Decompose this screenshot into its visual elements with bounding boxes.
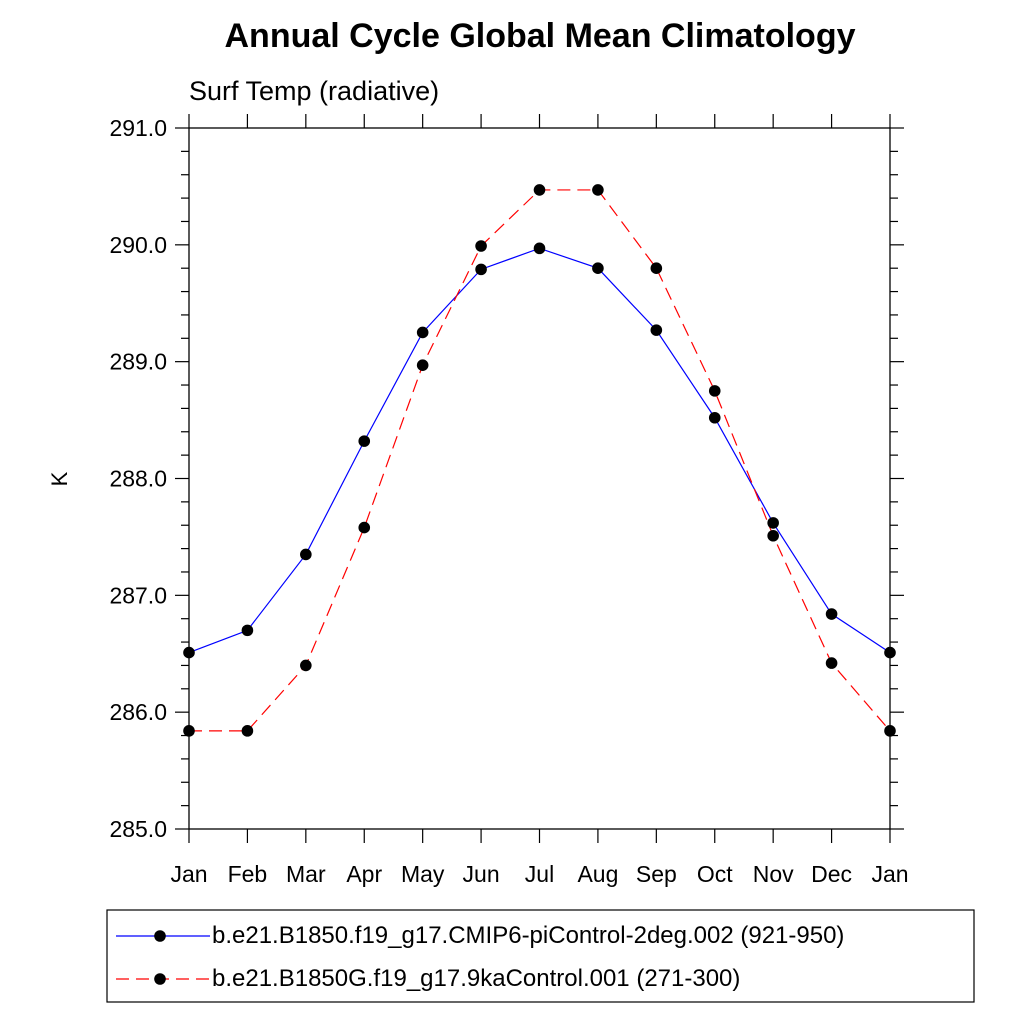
x-tick-label: May — [401, 861, 445, 887]
legend-marker-series-2 — [154, 973, 166, 985]
y-tick-label: 288.0 — [109, 466, 167, 492]
series-1-point — [241, 624, 254, 637]
series-1-point — [825, 608, 838, 620]
series-lines — [188, 189, 891, 732]
series-2-point — [592, 184, 604, 196]
axis-ticks — [175, 114, 904, 843]
y-tick-label: 286.0 — [109, 699, 167, 725]
legend: b.e21.B1850.f19_g17.CMIP6-piControl-2deg… — [106, 909, 975, 1003]
y-tick-label: 290.0 — [109, 232, 167, 258]
series-1-point — [708, 411, 721, 424]
x-tick-label: Jan — [871, 861, 908, 887]
series-1-point — [416, 326, 429, 339]
x-tick-label: Apr — [346, 861, 382, 887]
y-tick-label: 287.0 — [109, 582, 167, 608]
series-2-point — [416, 359, 429, 371]
x-tick-label: Oct — [697, 861, 733, 887]
legend-label-series-2: b.e21.B1850G.f19_g17.9kaControl.001 (271… — [212, 965, 740, 992]
y-axis-label: K — [47, 471, 72, 486]
chart-title: Annual Cycle Global Mean Climatology — [225, 17, 856, 55]
x-tick-label: Sep — [636, 861, 677, 887]
chart-subtitle: Surf Temp (radiative) — [189, 76, 439, 106]
series-1-point — [358, 435, 371, 447]
x-tick-label: Mar — [286, 861, 326, 887]
x-tick-label: Nov — [753, 861, 794, 887]
series-1-point — [475, 263, 487, 276]
tick-labels: Jan Feb Mar Apr May Jun Jul Aug Sep Oct Nov Dec Jan2… — [109, 115, 908, 887]
x-tick-label: Feb — [228, 861, 268, 887]
series-line-2 — [189, 189, 891, 732]
x-tick-label: Aug — [577, 861, 618, 887]
x-tick-label: Dec — [811, 861, 852, 887]
series-1-point — [533, 242, 546, 255]
x-tick-label: Jun — [463, 861, 500, 887]
series-2-point — [650, 262, 663, 275]
series-2-point — [825, 657, 838, 669]
series-2-point — [358, 521, 371, 534]
series-markers — [183, 184, 896, 737]
y-tick-label: 285.0 — [109, 816, 167, 842]
series-1-point — [592, 262, 604, 275]
x-tick-label: Jul — [525, 861, 554, 887]
series-2-point — [533, 184, 546, 196]
legend-label-series-1: b.e21.B1850.f19_g17.CMIP6-piControl-2deg… — [212, 922, 844, 949]
legend-swatches — [116, 930, 210, 985]
legend-marker-series-1 — [154, 930, 166, 942]
series-2-point — [241, 725, 254, 737]
y-tick-label: 289.0 — [109, 349, 167, 375]
series-1-point — [650, 324, 663, 336]
series-2-point — [708, 385, 721, 397]
series-1-point — [300, 548, 312, 561]
y-tick-label: 291.0 — [109, 115, 167, 141]
series-line-1 — [188, 247, 891, 654]
x-tick-label: Jan — [170, 861, 207, 887]
series-2-point — [300, 659, 312, 672]
plot-frame — [188, 127, 891, 830]
series-2-point — [767, 529, 779, 542]
series-1-point — [767, 517, 779, 529]
series-2-point — [475, 240, 487, 252]
legend-box — [106, 909, 975, 1003]
